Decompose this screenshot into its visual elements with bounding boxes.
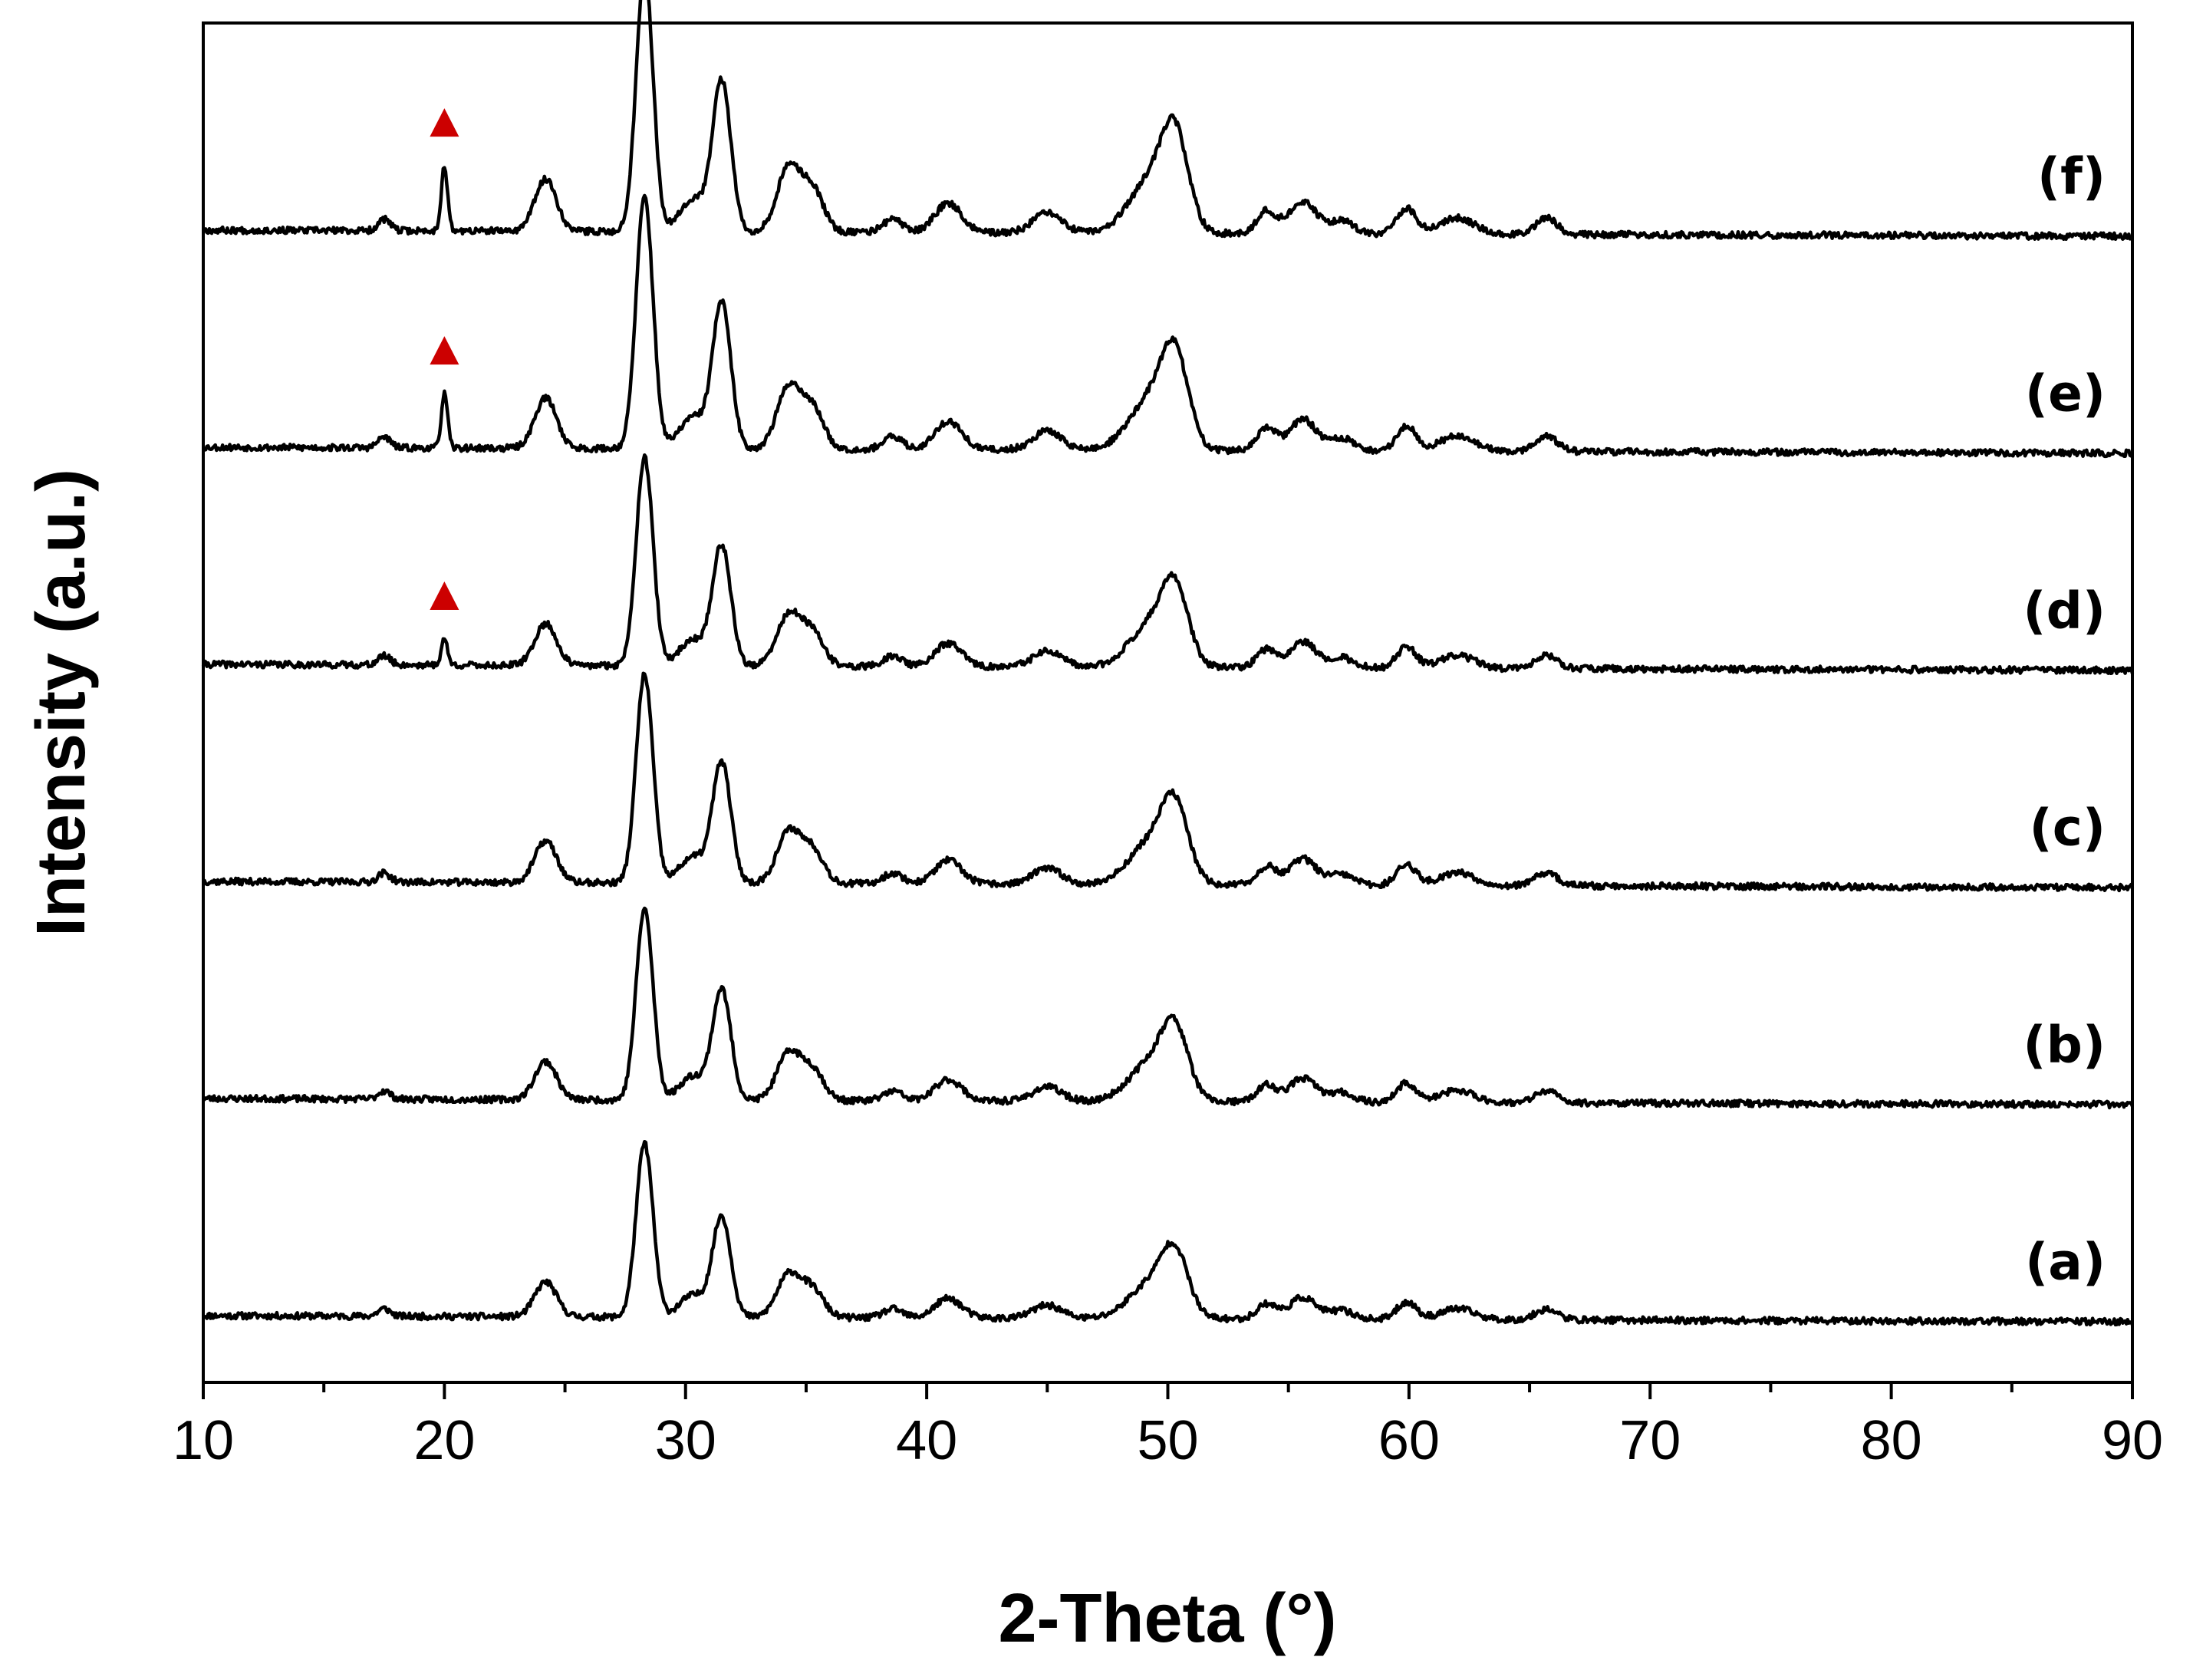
x-axis-ticks xyxy=(202,1382,2134,1399)
triangle-marker-icon xyxy=(430,336,459,365)
series-labels: (a) (b) (c) (d) (e) (f) xyxy=(2023,147,2106,1292)
series-label-f: (f) xyxy=(2037,147,2106,206)
series-line-f xyxy=(202,0,2133,242)
x-tick-label: 20 xyxy=(413,1410,475,1471)
series-label-b: (b) xyxy=(2023,1016,2106,1075)
series-label-e: (e) xyxy=(2025,364,2106,423)
series-line-c xyxy=(201,671,2135,893)
x-tick-label: 40 xyxy=(896,1410,957,1471)
triangle-marker-icon xyxy=(430,581,459,611)
x-axis-label: 2-Theta (°) xyxy=(999,1580,1337,1657)
series-line-b xyxy=(202,906,2135,1110)
series-traces xyxy=(201,0,2135,1327)
x-tick-label: 30 xyxy=(655,1410,716,1471)
x-tick-label: 60 xyxy=(1378,1410,1440,1471)
series-line-a xyxy=(203,1139,2134,1327)
triangle-marker-icon xyxy=(430,108,459,137)
x-tick-label: 90 xyxy=(2102,1410,2163,1471)
x-tick-label: 70 xyxy=(1619,1410,1681,1471)
series-line-d xyxy=(201,453,2135,676)
impurity-markers xyxy=(430,108,459,611)
x-tick-label: 10 xyxy=(173,1410,234,1471)
x-tick-label: 80 xyxy=(1861,1410,1922,1471)
series-label-d: (d) xyxy=(2023,581,2106,641)
x-tick-label: 50 xyxy=(1137,1410,1198,1471)
series-label-c: (c) xyxy=(2030,799,2106,858)
x-axis-tick-labels: 10 20 30 40 50 60 70 80 90 xyxy=(173,1410,2163,1471)
series-line-e xyxy=(202,193,2134,459)
series-label-a: (a) xyxy=(2025,1233,2106,1292)
y-axis-label: Intensity (a.u.) xyxy=(23,469,100,937)
